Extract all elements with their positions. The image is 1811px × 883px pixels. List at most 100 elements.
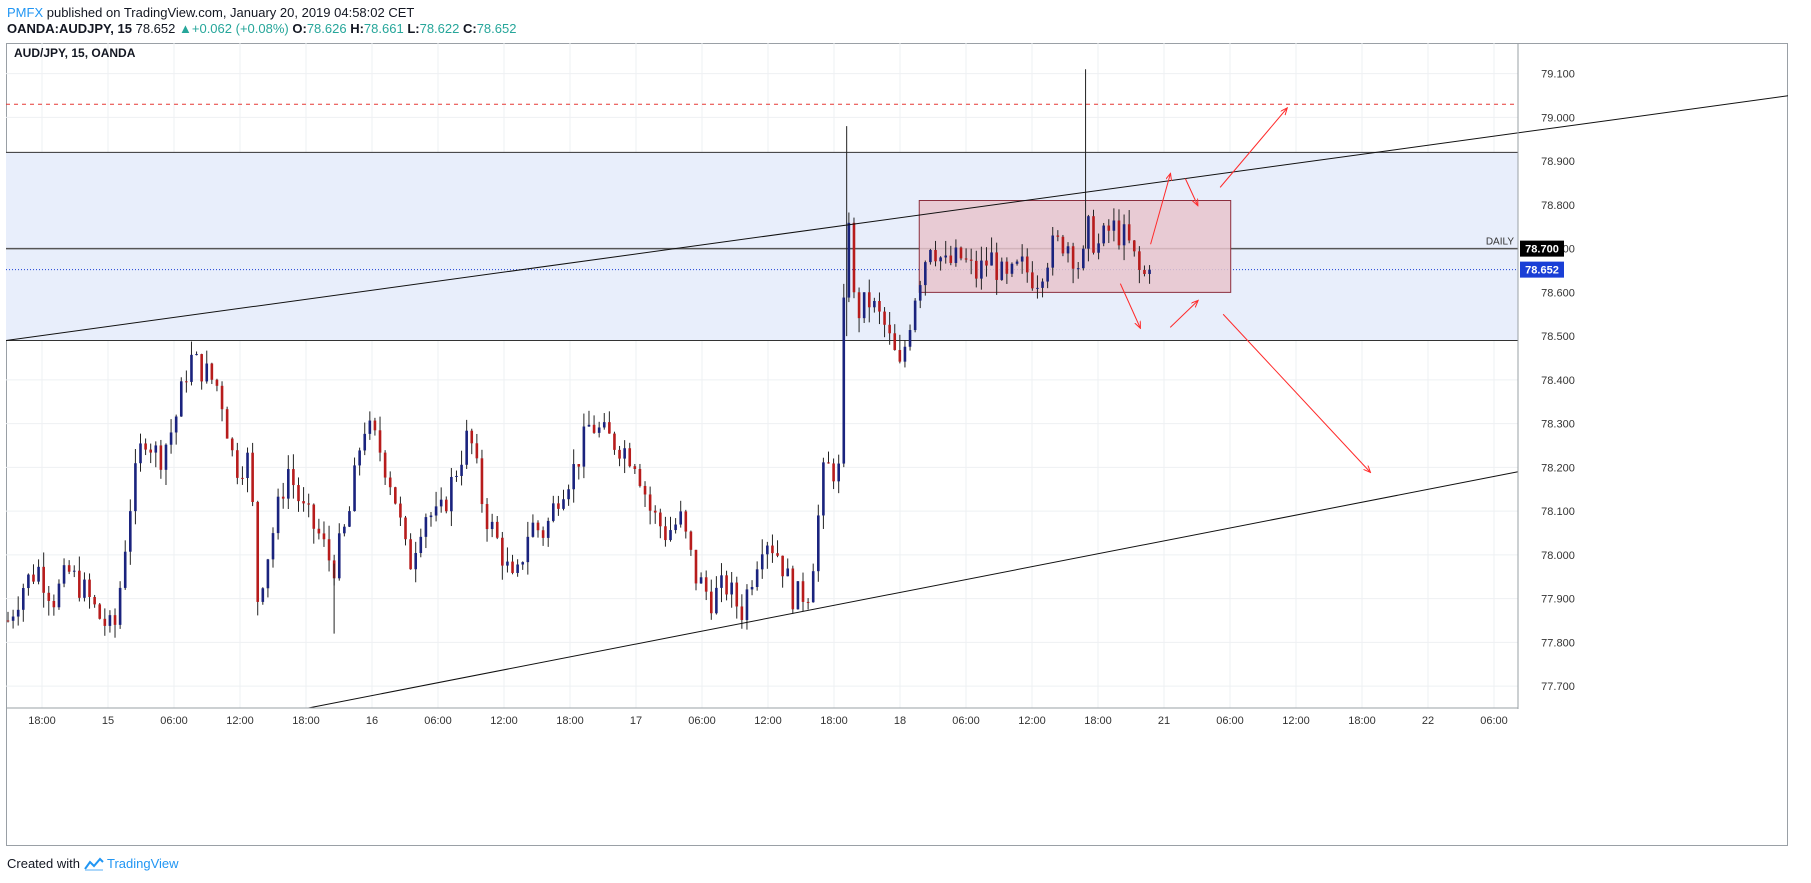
candle-body	[480, 458, 484, 505]
candle-body	[1127, 224, 1131, 241]
candle-body	[134, 463, 137, 512]
time-tick-label: 18	[894, 715, 906, 727]
candle-body	[327, 539, 331, 561]
candle-body	[867, 292, 871, 308]
candle-body	[791, 568, 795, 610]
price-tick-label: 78.300	[1541, 419, 1575, 431]
price-tick-label: 78.200	[1541, 462, 1575, 474]
candle-body	[822, 462, 825, 516]
price-label-box	[1520, 240, 1564, 257]
candle-body	[439, 499, 443, 507]
candle-body	[949, 255, 953, 263]
candle-body	[969, 259, 973, 261]
candle-body	[353, 465, 356, 512]
time-tick-label: 18:00	[1348, 715, 1376, 727]
candle-body	[883, 311, 886, 325]
candle-body	[750, 586, 754, 590]
candle-body	[11, 616, 15, 621]
candle-body	[730, 582, 733, 595]
candle-body	[225, 409, 229, 439]
candle-body	[974, 260, 978, 279]
candle-body	[113, 615, 117, 625]
candle-body	[434, 506, 438, 516]
candle-body	[689, 531, 693, 550]
candle-body	[873, 301, 876, 308]
tradingview-link[interactable]: TradingView	[84, 856, 179, 871]
candle-body	[429, 515, 433, 518]
candle-body	[261, 588, 265, 602]
candle-body	[929, 249, 932, 263]
candle-body	[557, 503, 560, 509]
candle-body	[679, 511, 683, 525]
candle-body	[32, 574, 35, 582]
price-chart[interactable]: DAILY 77.700 77.800 77.900 78.000 78.100 78.20…	[6, 43, 1788, 846]
candle-body	[281, 496, 285, 499]
candle-body	[383, 452, 387, 478]
candle-body	[980, 260, 983, 279]
candle-body	[292, 469, 295, 486]
candle-body	[62, 565, 66, 584]
candle-body	[388, 477, 392, 488]
time-tick-label: 12:00	[1018, 715, 1046, 727]
candle-body	[964, 258, 968, 260]
candle-body	[307, 503, 310, 505]
candle-body	[348, 511, 351, 527]
candle-body	[990, 252, 993, 266]
candle-body	[1046, 267, 1049, 282]
candle-body	[862, 292, 866, 319]
candle-body	[215, 379, 219, 386]
quote-line: OANDA:AUDJPY, 15 78.652 ▲+0.062 (+0.08%)…	[7, 21, 516, 36]
candle-body	[531, 522, 535, 537]
author-link[interactable]: PMFX	[7, 5, 44, 20]
candle-body	[1041, 281, 1044, 288]
candle-body	[1132, 240, 1136, 252]
candle-body	[735, 582, 739, 607]
candle-body	[918, 285, 922, 301]
candle-body	[312, 504, 316, 529]
candle-body	[424, 517, 428, 537]
open-label: O:	[292, 21, 307, 36]
time-tick-label: 18:00	[28, 715, 56, 727]
candle-body	[475, 443, 479, 459]
candle-body	[419, 536, 423, 554]
candle-body	[1097, 243, 1100, 253]
tradingview-label: TradingView	[106, 856, 179, 871]
candle-body	[67, 565, 71, 572]
candle-body	[154, 445, 158, 453]
candle-body	[572, 464, 575, 490]
candle-body	[276, 496, 280, 534]
candle-body	[837, 463, 840, 482]
price-tick-label: 78.400	[1541, 375, 1575, 387]
time-tick-label: 12:00	[1282, 715, 1310, 727]
candle-body	[337, 533, 341, 579]
candle-body	[246, 452, 249, 479]
low-value: 78.622	[419, 21, 460, 36]
candle-body	[108, 615, 112, 626]
candle-body	[817, 515, 820, 572]
price-change: +0.062 (+0.08%)	[191, 21, 289, 36]
candle-body	[602, 422, 606, 428]
price-label-text: 78.700	[1525, 244, 1559, 256]
price-tick-label: 77.800	[1541, 637, 1575, 649]
candle-body	[597, 427, 601, 433]
candle-body	[414, 553, 417, 570]
candle-body	[1122, 224, 1126, 246]
price-tick-label: 79.100	[1541, 69, 1575, 81]
trendline	[308, 471, 1519, 709]
time-tick-label: 18:00	[1084, 715, 1112, 727]
high-value: 78.661	[363, 21, 404, 36]
symbol-label: OANDA:AUDJPY, 15	[7, 21, 132, 36]
candle-body	[465, 430, 468, 465]
candle-body	[47, 592, 51, 601]
candle-body	[1143, 269, 1146, 274]
candle-body	[470, 430, 474, 444]
candle-body	[144, 443, 147, 450]
candle-body	[1025, 256, 1029, 273]
candle-body	[72, 570, 76, 572]
price-label-box	[1520, 261, 1564, 278]
candle-body	[704, 577, 708, 592]
price-label-text: 78.652	[1525, 265, 1559, 277]
candle-body	[709, 591, 713, 614]
candle-body	[521, 562, 525, 565]
projection-arrow	[1184, 178, 1197, 205]
